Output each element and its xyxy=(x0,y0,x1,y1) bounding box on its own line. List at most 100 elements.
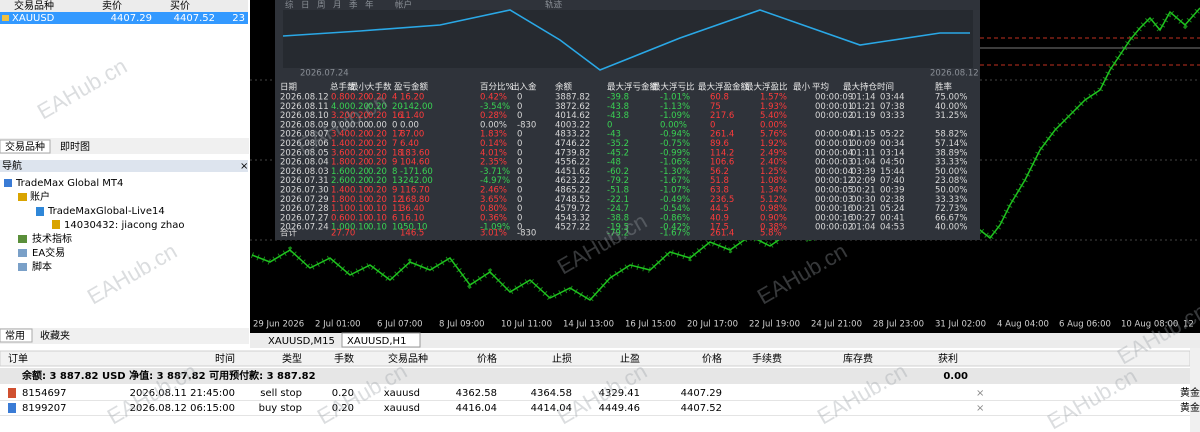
report-cell: -0.49% xyxy=(660,195,690,205)
report-cell: 6 xyxy=(392,213,397,223)
report-cell: 1.40 xyxy=(331,186,350,196)
report-cell: 01:21 xyxy=(851,102,876,112)
report-cell: 36.40 xyxy=(400,204,424,214)
report-cell: 11.40 xyxy=(400,111,424,121)
report-cell: 2.46% xyxy=(480,186,507,196)
report-cell: 1.83% xyxy=(480,130,507,140)
market-tabs-bg xyxy=(0,138,249,154)
report-cell: 114.2 xyxy=(710,148,734,158)
report-tab[interactable]: 季 xyxy=(349,0,358,11)
report-cell: 07:38 xyxy=(880,102,905,112)
report-cell: 0.20 xyxy=(368,139,387,149)
report-cell: 00:00:12 xyxy=(815,176,853,186)
report-cell: 40.9 xyxy=(710,213,729,223)
report-cell: 4 xyxy=(392,93,397,103)
report-header: 最小 xyxy=(350,82,368,93)
account-summary: 余额: 3 887.82 USD 净值: 3 887.82 可用预付款: 3 8… xyxy=(21,369,316,382)
report-tab[interactable]: 帐户 xyxy=(395,0,412,11)
tree-item[interactable]: 14030432: jiacong zhao xyxy=(64,220,184,231)
tab-active[interactable] xyxy=(0,139,51,154)
column-header: 价格 xyxy=(702,352,722,365)
report-cell: -45.2 xyxy=(607,148,629,158)
report-tab[interactable]: 周 xyxy=(317,1,326,11)
report-cell: -43.8 xyxy=(607,102,629,112)
order-cell[interactable]: 8199207 xyxy=(22,403,67,414)
report-cell: 03:14 xyxy=(880,148,905,158)
report-total: 261.4 xyxy=(710,229,734,239)
report-tab[interactable]: 综 xyxy=(285,0,294,11)
tree-item[interactable]: EA交易 xyxy=(32,246,65,259)
report-cell: 33.33% xyxy=(935,158,967,168)
report-cell: 0.20 xyxy=(350,111,369,121)
report-cell: 217.6 xyxy=(710,111,734,121)
order-cell: xauusd xyxy=(384,403,420,414)
close-icon[interactable]: × xyxy=(240,161,248,172)
report-cell: 40.00% xyxy=(935,102,967,112)
report-cell: 0.10 xyxy=(368,223,387,233)
report-header: 最小 xyxy=(793,82,811,93)
report-cell: 87.00 xyxy=(400,130,424,140)
report-cell: 16.10 xyxy=(400,213,424,223)
tree-item[interactable]: 脚本 xyxy=(32,260,52,273)
report-cell: -0.86% xyxy=(660,213,690,223)
report-cell: 4746.22 xyxy=(555,139,590,149)
report-cell: 9 xyxy=(392,186,397,196)
report-cell: 58.82% xyxy=(935,130,967,140)
symbol-icon xyxy=(2,15,9,21)
chart-tab[interactable]: XAUUSD,M15 xyxy=(268,336,335,347)
report-cell: -830 xyxy=(517,120,536,130)
report-cell: 0.42% xyxy=(480,93,507,103)
report-cell: 00:00:04 xyxy=(815,130,853,140)
column-header: 手数 xyxy=(334,352,354,365)
symbol[interactable]: XAUUSD xyxy=(12,13,55,24)
report-cell: 63.8 xyxy=(710,186,729,196)
report-header: 最大持仓时间 xyxy=(843,82,894,93)
report-cell: 0.10 xyxy=(368,204,387,214)
tree-item[interactable]: 技术指标 xyxy=(32,232,72,245)
report-cell: 5.76% xyxy=(760,130,787,140)
tree-item[interactable]: TradeMax Global MT4 xyxy=(15,178,123,189)
chart-tab[interactable]: XAUUSD,H1 xyxy=(347,336,406,347)
tree-item[interactable]: 账户 xyxy=(30,190,50,203)
tab[interactable]: 收藏夹 xyxy=(40,329,70,342)
report-cell: 00:21 xyxy=(851,204,876,214)
report-tab[interactable]: 轨迹 xyxy=(545,0,563,11)
time-label: 24 Jul 21:00 xyxy=(811,320,862,330)
order-cell: buy stop xyxy=(259,403,302,414)
tab-active[interactable] xyxy=(0,328,33,343)
scrollbar[interactable] xyxy=(1190,348,1200,432)
report-cell: 01:15 xyxy=(851,130,876,140)
report-cell: 2026.08.12 xyxy=(280,93,329,103)
report-cell: 60.8 xyxy=(710,93,729,103)
icon xyxy=(36,207,44,216)
report-tab[interactable]: 日 xyxy=(301,1,310,11)
report-cell: -48 xyxy=(607,158,621,168)
report-cell: -4.97% xyxy=(480,176,510,186)
tab[interactable]: 即时图 xyxy=(60,141,90,153)
tab[interactable]: 常用 xyxy=(5,329,25,342)
order-cell[interactable]: 8154697 xyxy=(22,388,67,399)
time-label: 6 Jul 07:00 xyxy=(377,320,423,330)
report-header: 最大浮亏比 xyxy=(652,82,695,93)
report-cell: 02:09 xyxy=(851,176,876,186)
time-label: 28 Jul 23:00 xyxy=(873,320,924,330)
report-cell: 3887.82 xyxy=(555,93,590,103)
nav-tabs-bg xyxy=(0,328,249,344)
report-cell: 2.35% xyxy=(480,158,507,168)
tree-item[interactable]: TradeMaxGlobal-Live14 xyxy=(47,206,165,217)
report-tab[interactable]: 月 xyxy=(333,1,342,11)
report-cell: 5.12% xyxy=(760,195,787,205)
report-cell: 50.00% xyxy=(935,186,967,196)
report-cell: 0.10 xyxy=(350,195,369,205)
report-cell: 0.14% xyxy=(480,139,507,149)
report-tab[interactable]: 年 xyxy=(365,0,374,11)
close-order[interactable]: × xyxy=(976,388,984,399)
market-row-selected[interactable] xyxy=(0,12,248,24)
navigator-header-bg xyxy=(0,160,248,172)
report-cell: 1.60 xyxy=(331,167,350,177)
tab[interactable]: 交易品种 xyxy=(5,140,45,153)
report-cell: 106.6 xyxy=(710,158,734,168)
order-cell: 4416.04 xyxy=(456,403,497,414)
close-order[interactable]: × xyxy=(976,403,984,414)
chart-tab-active[interactable] xyxy=(341,332,421,348)
